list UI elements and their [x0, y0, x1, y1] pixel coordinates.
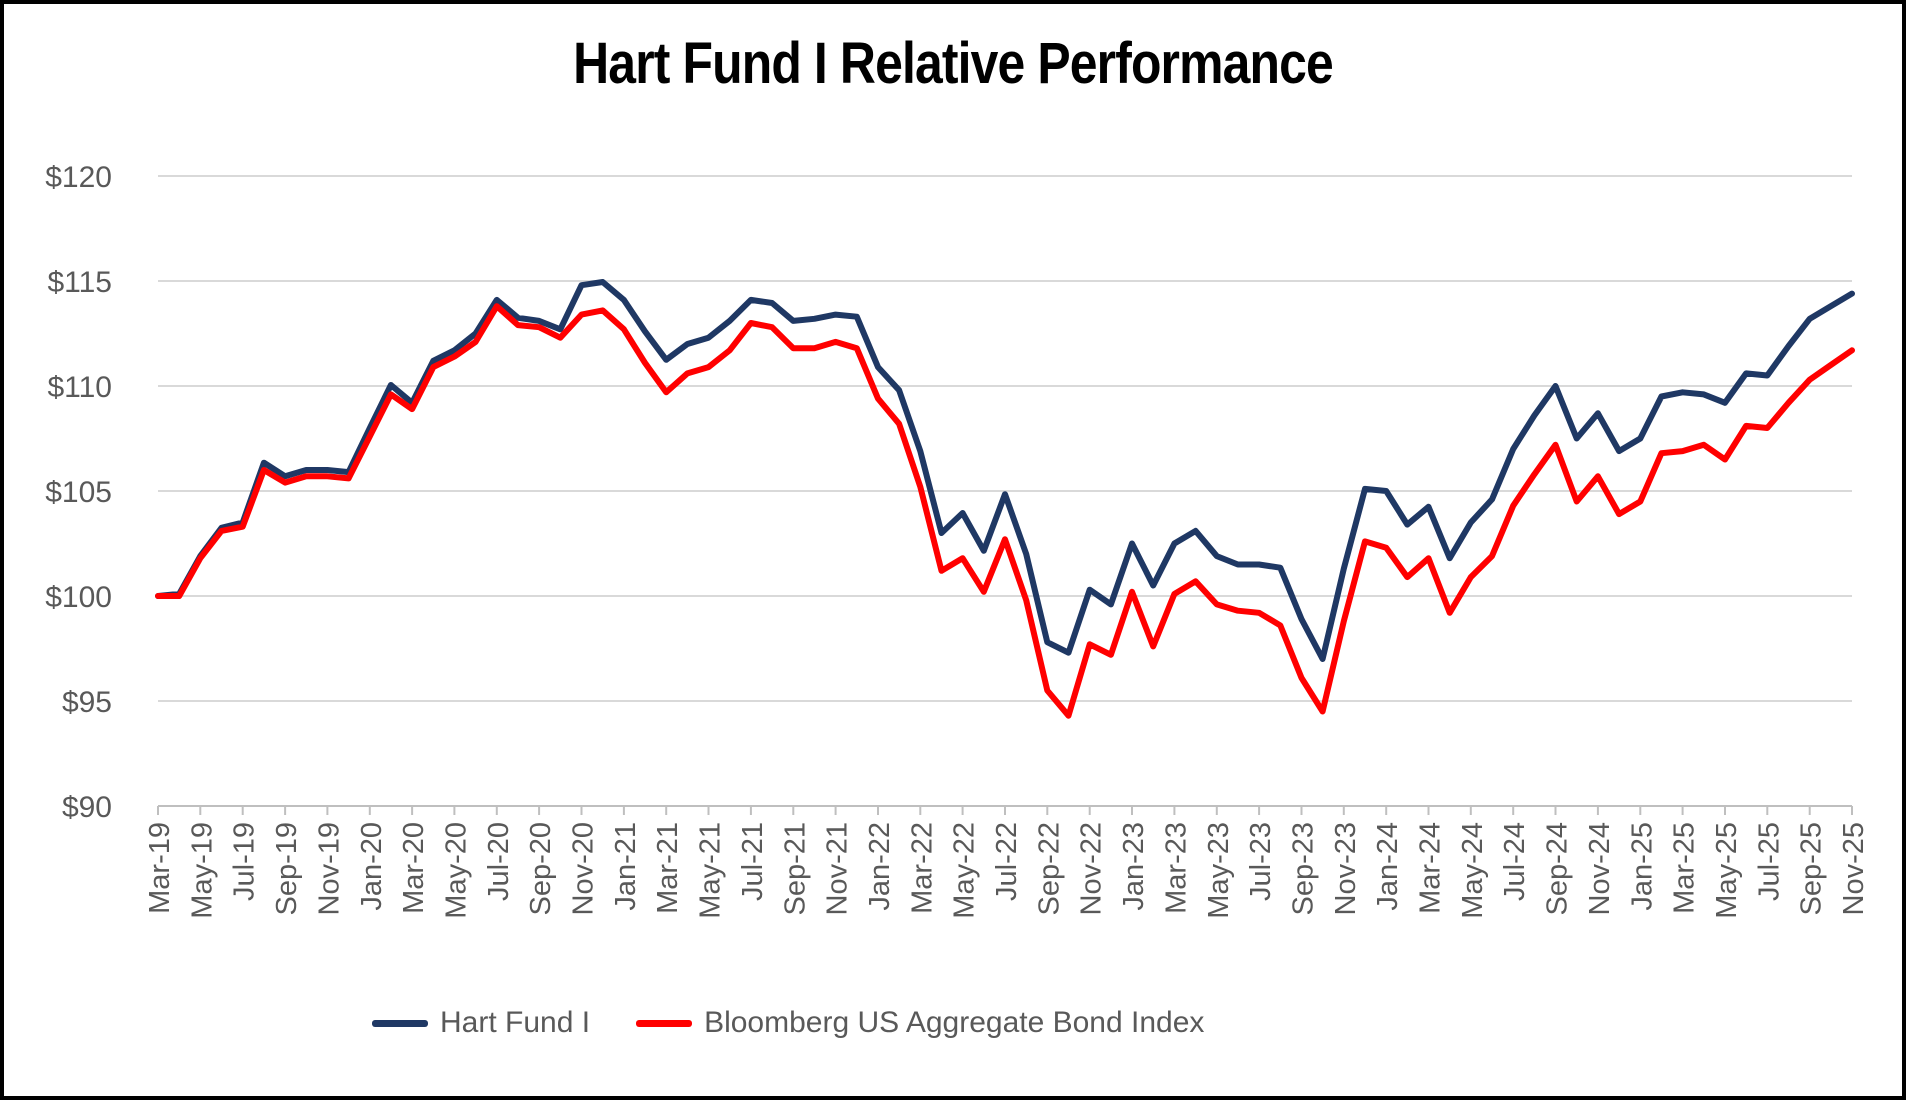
- x-tick-label: Jan-21: [610, 822, 642, 911]
- x-tick-label: Jul-24: [1499, 822, 1531, 901]
- x-tick-label: May-23: [1203, 822, 1235, 919]
- y-tick-label: $105: [45, 476, 112, 509]
- x-tick-label: May-20: [440, 822, 472, 919]
- chart-title: Hart Fund I Relative Performance: [573, 31, 1334, 96]
- x-tick-label: Nov-21: [822, 822, 854, 916]
- y-tick-label: $95: [62, 686, 112, 719]
- x-tick-label: Jul-22: [991, 822, 1023, 901]
- x-tick-label: Nov-22: [1076, 822, 1108, 916]
- x-tick-label: May-25: [1711, 822, 1743, 919]
- x-tick-label: Nov-20: [568, 822, 600, 916]
- x-tick-label: Jul-19: [229, 822, 261, 901]
- x-tick-label: Jul-21: [737, 822, 769, 901]
- x-tick-label: Mar-25: [1669, 822, 1701, 914]
- x-tick-label: Jul-23: [1245, 822, 1277, 901]
- x-tick-label: May-21: [695, 822, 727, 919]
- x-tick-label: May-24: [1457, 822, 1489, 919]
- x-tick-label: Jan-20: [356, 822, 388, 911]
- y-tick-label: $100: [45, 581, 112, 614]
- x-tick-label: Nov-24: [1584, 822, 1616, 916]
- series-line: [155, 279, 1855, 662]
- legend-label-bloomberg-index: Bloomberg US Aggregate Bond Index: [704, 1006, 1205, 1039]
- x-tick-label: Mar-21: [652, 822, 684, 914]
- x-tick-label: Jan-24: [1372, 822, 1404, 911]
- x-tick-label: Sep-22: [1033, 822, 1065, 916]
- x-tick-label: Jan-22: [864, 822, 896, 911]
- y-tick-label: $110: [47, 371, 112, 404]
- x-tick-label: Jul-20: [483, 822, 515, 901]
- x-tick-label: Sep-21: [779, 822, 811, 916]
- x-tick-label: Mar-23: [1160, 822, 1192, 914]
- x-tick-label: Mar-24: [1415, 822, 1447, 914]
- performance-chart: $120 $115 $110 $105 $100 $95 $90 Mar-19 May-19 Ju…: [45, 161, 1870, 919]
- x-tick-label: Nov-25: [1838, 822, 1870, 916]
- y-tick-label: $120: [45, 161, 112, 194]
- x-tick-label: Nov-19: [313, 822, 345, 916]
- x-tick-label: Nov-23: [1330, 822, 1362, 916]
- x-tick-label: Sep-25: [1796, 822, 1828, 916]
- x-tick-label: Mar-19: [144, 822, 176, 914]
- x-tick-label: Jul-25: [1753, 822, 1785, 901]
- legend-label-hart-fund: Hart Fund I: [440, 1006, 591, 1039]
- series-line: [155, 303, 1855, 719]
- legend-item-bloomberg-index: Bloomberg US Aggregate Bond Index: [636, 1006, 1204, 1040]
- x-tick-label: Sep-24: [1542, 822, 1574, 916]
- x-tick-label: Mar-22: [906, 822, 938, 914]
- x-tick-label: Mar-20: [398, 822, 430, 914]
- x-tick-label: May-19: [186, 822, 218, 919]
- legend: Hart Fund I Bloomberg US Aggregate Bond …: [372, 1006, 1204, 1040]
- bloomberg-index-line-swatch: [636, 1019, 693, 1027]
- x-tick-label: Sep-20: [525, 822, 557, 916]
- x-tick-label: Jan-23: [1118, 822, 1150, 911]
- y-tick-label: $115: [47, 266, 112, 299]
- x-tick-label: Sep-23: [1288, 822, 1320, 916]
- x-tick-label: Sep-19: [271, 822, 303, 916]
- x-tick-label: May-22: [949, 822, 981, 919]
- y-tick-label: $90: [62, 791, 112, 824]
- legend-item-hart-fund: Hart Fund I: [372, 1006, 590, 1040]
- hart-fund-line-swatch: [372, 1019, 428, 1027]
- x-tick-label: Jan-25: [1626, 822, 1658, 911]
